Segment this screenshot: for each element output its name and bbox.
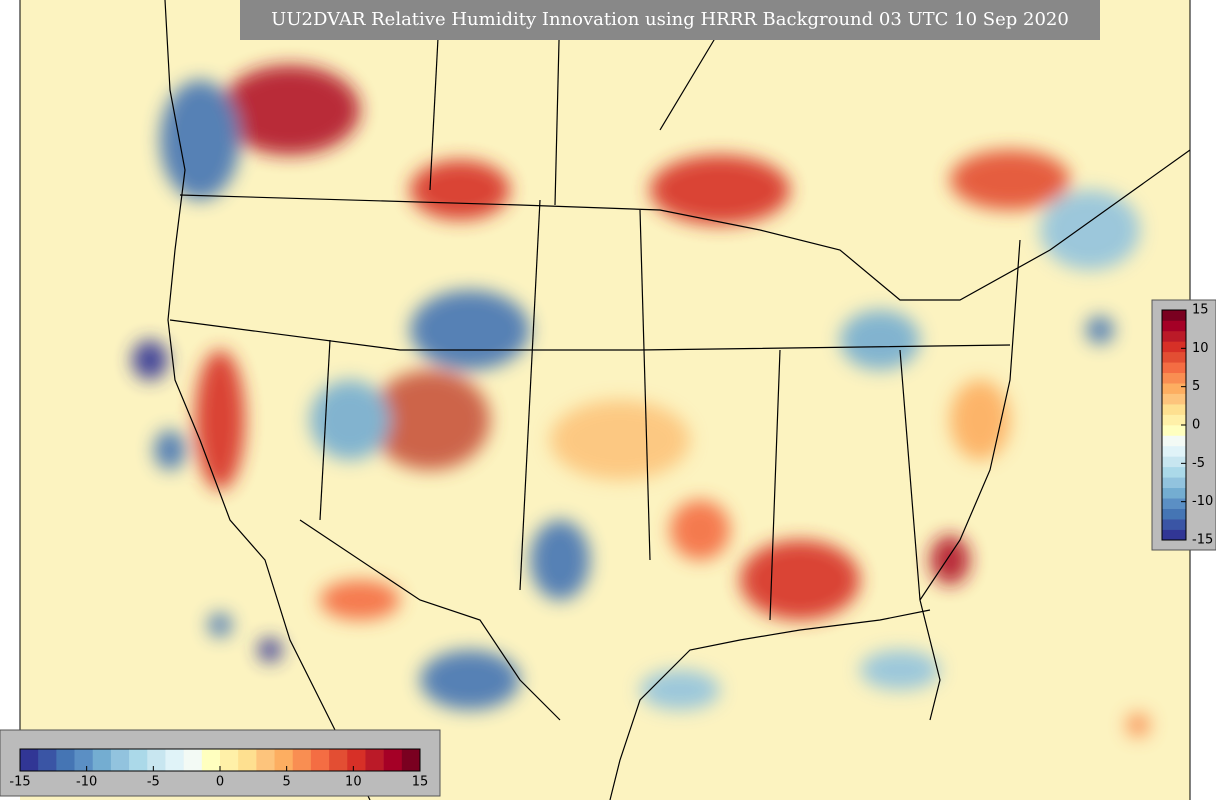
- colorbar-swatch: [1162, 529, 1186, 541]
- colorbar-swatch: [292, 749, 312, 771]
- colorbar-swatch: [165, 749, 184, 771]
- title-box: [240, 0, 1100, 40]
- colorbar-swatch: [365, 749, 384, 771]
- colorbar-tick-label: -15: [9, 775, 30, 790]
- colorbar-swatch: [1162, 341, 1186, 353]
- colorbar-swatch: [383, 749, 403, 771]
- colorbar-swatch: [1162, 519, 1186, 530]
- colorbar-swatch: [183, 749, 203, 771]
- colorbar-tick-label: -5: [1192, 456, 1205, 471]
- colorbar-swatch: [310, 749, 330, 771]
- colorbar-swatch: [20, 749, 39, 771]
- colorbar-tick-label: -10: [76, 775, 97, 790]
- colorbar-swatch: [1162, 445, 1186, 457]
- colorbar-swatch: [256, 749, 275, 771]
- colorbar-swatch: [56, 749, 75, 771]
- colorbar-swatch: [38, 749, 57, 771]
- colorbar-swatch: [1162, 498, 1186, 509]
- map-title: UU2DVAR Relative Humidity Innovation usi…: [271, 9, 1069, 30]
- colorbar-swatch: [1162, 466, 1186, 478]
- colorbar-swatch: [1162, 487, 1186, 499]
- colorbar-swatch: [347, 749, 366, 771]
- colorbar-swatch: [201, 749, 221, 771]
- colorbar-tick-label: -15: [1192, 533, 1213, 548]
- colorbar-swatch: [274, 749, 294, 771]
- colorbar-tick-label: -5: [147, 775, 160, 790]
- colorbar-swatch: [110, 749, 130, 771]
- colorbar-swatch: [1162, 456, 1186, 468]
- colorbar-swatch: [1162, 351, 1186, 363]
- vertical-colorbar: -15 -10 -5 0 5 10 15: [1161, 303, 1213, 548]
- colorbar-swatch: [401, 749, 421, 771]
- colorbar-swatch: [220, 749, 239, 771]
- colorbar-swatch: [1162, 330, 1186, 342]
- colorbar-tick-label: 15: [1192, 303, 1209, 318]
- horizontal-colorbar: -15 -10 -5 0 5 10 15: [9, 748, 429, 790]
- colorbar-swatch: [1162, 414, 1186, 426]
- colorbar-swatch: [129, 749, 148, 771]
- colorbar-swatch: [1162, 508, 1186, 520]
- colorbar-swatch: [92, 749, 112, 771]
- colorbar-swatch: [1162, 425, 1186, 436]
- colorbar-swatch: [1162, 372, 1186, 384]
- colorbar-tick-label: 10: [345, 775, 362, 790]
- colorbar-swatch: [1162, 383, 1186, 394]
- colorbar-swatch: [1162, 310, 1186, 321]
- colorbar-swatch: [1162, 320, 1186, 332]
- colorbar-tick-label: 5: [283, 775, 291, 790]
- colorbar-swatch: [1162, 435, 1186, 447]
- colorbar-tick-label: 5: [1192, 379, 1200, 394]
- colorbar-tick-label: -10: [1192, 494, 1213, 509]
- colorbar-swatch: [1162, 393, 1186, 405]
- colorbar-swatch: [329, 749, 348, 771]
- colorbar-swatch: [147, 749, 166, 771]
- colorbar-tick-label: 15: [412, 775, 429, 790]
- colorbar-swatch: [238, 749, 257, 771]
- colorbar-swatch: [74, 749, 94, 771]
- colorbar-swatch: [1162, 477, 1186, 489]
- colorbar-swatch: [1162, 362, 1186, 374]
- colorbar-tick-label: 0: [216, 775, 224, 790]
- colorbar-tick-label: 0: [1192, 418, 1200, 433]
- colorbar-tick-label: 10: [1192, 341, 1209, 356]
- colorbar-swatch: [1162, 404, 1186, 415]
